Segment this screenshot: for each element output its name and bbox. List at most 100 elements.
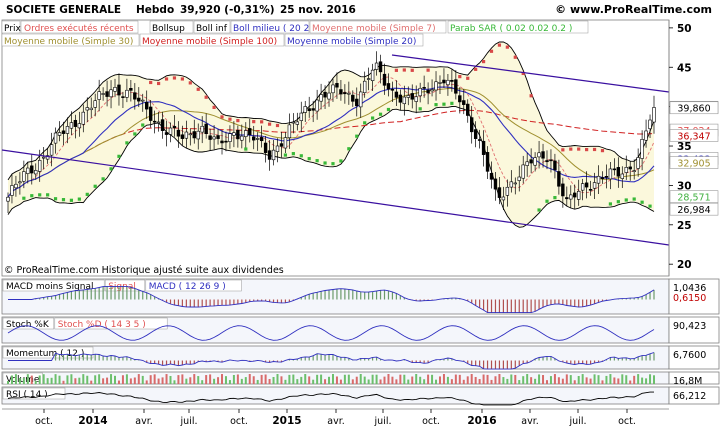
volume-bar <box>621 374 624 384</box>
volume-bar <box>173 380 176 384</box>
volume-bar <box>474 376 477 384</box>
candle-body <box>481 140 486 155</box>
volume-bar <box>629 380 632 384</box>
volume-bar <box>526 374 529 384</box>
candle-body <box>168 127 173 135</box>
volume-bar <box>573 380 576 384</box>
volume-bar <box>197 376 200 384</box>
volume-bar <box>355 376 358 384</box>
candle-body <box>382 73 387 86</box>
volume-bar <box>438 376 441 384</box>
volume-bar <box>256 379 259 384</box>
candle-body <box>410 93 414 100</box>
volume-bar <box>185 378 188 384</box>
sar-dot <box>299 154 303 158</box>
candle-body <box>271 149 276 161</box>
legend-ma30: Moyenne mobile (Simple 30) <box>4 37 133 47</box>
legend-ma100: Moyenne mobile (Simple 100) <box>142 37 277 47</box>
volume-bar <box>601 380 604 384</box>
volume-bar <box>419 376 422 384</box>
sar-dot <box>252 120 256 124</box>
candle-body <box>612 168 617 171</box>
moving-average-100-line <box>87 109 655 152</box>
candle-body <box>505 186 510 196</box>
price-flags: 39,92039,86037,02436,34733,42232,90528,5… <box>669 100 719 216</box>
candle-body <box>141 99 145 102</box>
candle-body <box>632 170 636 172</box>
candle-body <box>65 126 70 134</box>
sar-dot <box>180 77 184 81</box>
volume-bar <box>161 377 164 384</box>
candle-body <box>533 157 537 166</box>
price-flag <box>669 190 719 203</box>
volume-bar <box>38 375 41 384</box>
sar-dot <box>466 76 470 80</box>
candle-body <box>469 117 474 133</box>
sar-dot <box>260 120 264 124</box>
candle-body <box>204 123 208 134</box>
price-tick-label: 25 <box>677 220 692 232</box>
volume-bar <box>34 380 37 384</box>
price-change: 39,920 (-0,31%) <box>180 4 275 16</box>
candle-body <box>628 166 632 170</box>
volume-bar <box>82 374 85 384</box>
volume-bar <box>125 374 128 384</box>
candle-body <box>176 129 181 137</box>
sar-dot <box>77 197 81 201</box>
candle-body <box>553 160 557 171</box>
legend-boll-inf: Boll inf <box>196 24 228 34</box>
volume-bar <box>7 381 9 384</box>
candle-body <box>450 79 454 82</box>
candle-body <box>224 140 228 143</box>
macd-label: Signal <box>108 282 136 292</box>
volume-bar <box>121 375 124 384</box>
volume-bar <box>153 374 156 384</box>
volume-bar <box>304 374 307 384</box>
volume-bar <box>542 375 545 384</box>
candle-body <box>331 84 335 94</box>
volume-axis <box>668 371 720 385</box>
candle-body <box>117 84 121 96</box>
time-axis: oct. 2014 avr. juil. oct. 2015 avr. juil. oct. 20… <box>35 409 636 427</box>
sar-dot <box>505 45 509 49</box>
volume-bar <box>482 374 485 384</box>
sar-dot <box>648 204 652 208</box>
momentum-line <box>8 352 655 370</box>
time-tick-label: oct. <box>422 416 440 427</box>
candle-body <box>489 173 494 180</box>
sar-dot <box>600 149 605 153</box>
sar-dot <box>141 123 145 127</box>
sar-dot <box>592 147 597 152</box>
candle-body <box>248 128 252 135</box>
sar-dot <box>38 193 42 197</box>
volume-bar <box>597 375 600 384</box>
volume-bar <box>387 374 390 384</box>
volume-bar <box>431 374 434 384</box>
volume-bar <box>54 374 57 384</box>
candle-body <box>232 132 236 136</box>
time-tick-label: oct. <box>230 416 248 427</box>
legend-boll-mid: Boll milieu ( 20 2 ) <box>233 24 316 34</box>
volume-bar <box>228 380 231 384</box>
candle-body <box>212 136 216 140</box>
volume-bar <box>98 374 101 384</box>
sar-dot <box>640 200 644 204</box>
candle-body <box>394 91 399 98</box>
candle-body <box>26 167 30 174</box>
candle-body <box>398 94 403 103</box>
volume-bar <box>359 374 362 384</box>
volume-bar <box>498 374 501 384</box>
volume-bar <box>236 374 239 384</box>
candle-body <box>307 108 311 112</box>
sar-dot <box>632 197 636 201</box>
sar-dot <box>434 103 438 107</box>
candle-body <box>14 183 18 189</box>
candle-body <box>148 106 153 121</box>
volume-bar <box>379 379 382 384</box>
sar-dot <box>386 107 391 112</box>
macd-value: 0,6150 <box>673 293 706 304</box>
volume-bar <box>649 374 652 384</box>
watermark: © ProRealTime.com Historique ajusté suit… <box>4 265 284 276</box>
candle-body <box>402 96 407 105</box>
volume-bar <box>371 374 374 384</box>
